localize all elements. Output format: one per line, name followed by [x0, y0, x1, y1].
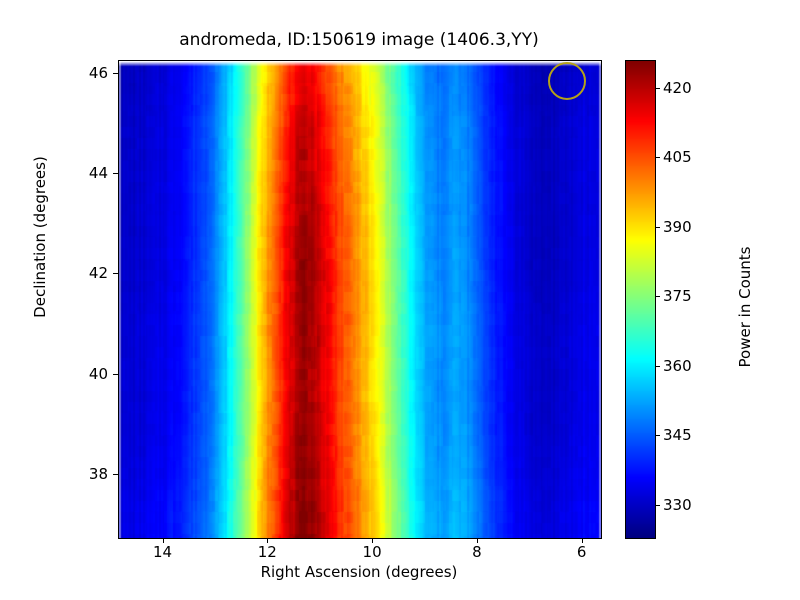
colorbar-tick-label: 330	[663, 495, 692, 514]
y-tick-label: 46	[88, 63, 108, 82]
x-tick-mark	[267, 538, 269, 543]
colorbar-label: Power in Counts	[736, 246, 754, 368]
x-tick-label: 12	[257, 543, 277, 561]
x-tick-mark	[162, 538, 164, 543]
y-axis-label: Declination (degrees)	[31, 156, 49, 318]
x-tick-mark	[372, 538, 374, 543]
colorbar-tick-label: 390	[663, 217, 692, 236]
x-axis-label: Right Ascension (degrees)	[260, 563, 458, 581]
x-tick-label: 14	[152, 543, 173, 561]
x-tick-label: 8	[472, 543, 482, 561]
heatmap-image[interactable]	[119, 61, 601, 538]
colorbar-tick-label: 360	[663, 356, 692, 375]
colorbar-tick-mark	[655, 296, 660, 298]
colorbar-tick-mark	[655, 226, 660, 228]
x-tick-mark	[581, 538, 583, 543]
colorbar-tick-mark	[655, 365, 660, 367]
y-tick-label: 42	[88, 264, 108, 283]
colorbar-tick-label: 405	[663, 148, 692, 167]
colorbar-tick-mark	[655, 504, 660, 506]
y-tick-mark	[113, 172, 118, 174]
colorbar-gradient	[626, 61, 655, 538]
colorbar-tick-label: 420	[663, 78, 692, 97]
x-tick-label: 10	[362, 543, 382, 561]
y-tick-label: 44	[88, 163, 108, 182]
colorbar-tick-label: 345	[663, 426, 692, 445]
y-tick-mark	[113, 373, 118, 375]
heatmap-axes[interactable]	[118, 60, 602, 539]
y-tick-mark	[113, 474, 118, 476]
x-tick-mark	[476, 538, 478, 543]
colorbar-tick-mark	[655, 87, 660, 89]
y-tick-mark	[113, 273, 118, 275]
y-tick-label: 38	[88, 465, 108, 484]
x-tick-label: 6	[576, 543, 587, 561]
colorbar-tick-mark	[655, 157, 660, 159]
y-tick-mark	[113, 72, 118, 74]
colorbar-tick-mark	[655, 435, 660, 437]
colorbar[interactable]	[625, 60, 656, 539]
colorbar-tick-label: 375	[663, 287, 692, 306]
y-tick-label: 40	[88, 364, 108, 383]
page-title: andromeda, ID:150619 image (1406.3,YY)	[179, 30, 539, 50]
